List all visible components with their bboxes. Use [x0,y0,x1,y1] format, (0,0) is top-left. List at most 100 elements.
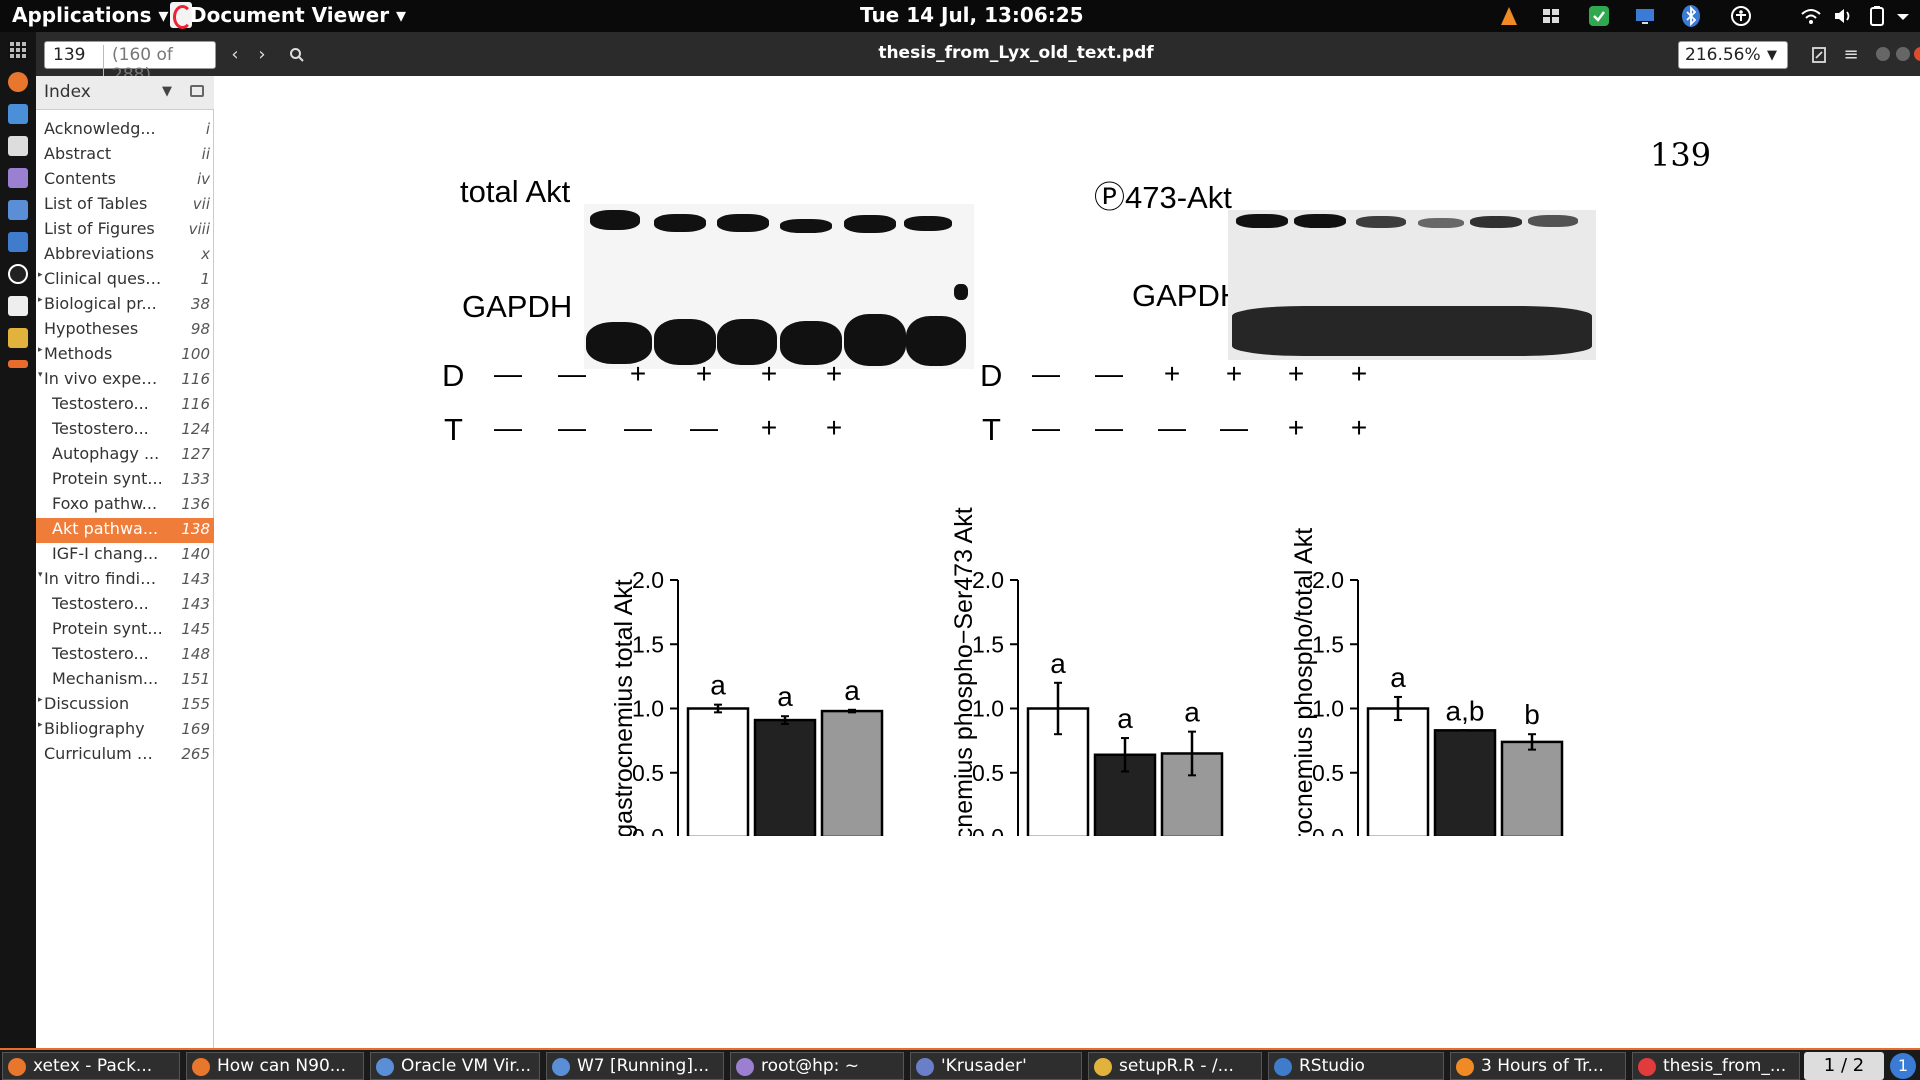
toc-item[interactable]: ▾ In vitro findings 143 [36,568,214,593]
zoom-select[interactable]: 216.56% ▼ [1678,41,1788,69]
toc-item[interactable]: Abstract ii [36,143,214,168]
toc-item-title: Autophagy ... [52,444,160,463]
toc-item[interactable]: ▸ Clinical quest... 1 [36,268,214,293]
hamburger-menu-button[interactable]: ≡ [1843,44,1859,65]
expander-icon[interactable]: ▾ [38,570,43,580]
dropbox-tray-icon[interactable] [1540,5,1562,27]
toc-item[interactable]: ▸ Discussion 155 [36,693,214,718]
toc-item[interactable]: Testostero... 148 [36,643,214,668]
workspace-switcher[interactable]: 1 / 2 [1804,1052,1884,1080]
toc-item-page: 127 [181,445,210,463]
calculator-icon[interactable] [8,232,28,252]
taskbar-button[interactable]: RStudio [1268,1052,1444,1080]
search-button[interactable] [284,41,310,69]
taskbar-button[interactable]: How can N90... [186,1052,364,1080]
taskbar-button[interactable]: W7 [Running]... [546,1052,724,1080]
toc-item-page: 145 [181,620,210,638]
right-d-signs: + [1225,358,1243,389]
maximize-button[interactable] [1896,47,1910,61]
toc-item[interactable]: IGF-I chang... 140 [36,543,214,568]
toc-item[interactable]: List of Tables vii [36,193,214,218]
toc-item[interactable]: Mechanism... 151 [36,668,214,693]
taskbar-button[interactable]: 'Krusader' [910,1052,1082,1080]
update-ok-icon[interactable] [1588,5,1610,27]
toc-item[interactable]: List of Figures viii [36,218,214,243]
virtualbox-icon[interactable] [8,200,28,220]
significance-label: a [1050,648,1066,679]
expander-icon[interactable]: ▸ [38,270,43,280]
settings-icon[interactable] [8,360,28,368]
sidebar: Index ▼ Acknowledg... i Abstract ii Contents… [36,76,214,1048]
annotate-button[interactable] [1806,41,1832,69]
toc-item[interactable]: Contents iv [36,168,214,193]
taskbar-button[interactable]: 3 Hours of Tr... [1450,1052,1626,1080]
gimp-icon[interactable] [8,328,28,348]
left-t-signs: — [690,412,718,443]
toc-item[interactable]: Hypotheses 98 [36,318,214,343]
toc-item[interactable]: Foxo pathw... 136 [36,493,214,518]
toc-item[interactable]: ▸ Methods 100 [36,343,214,368]
sidebar-header[interactable]: Index ▼ [36,76,214,110]
toc-item[interactable]: ▸ Biological pr... 38 [36,293,214,318]
toc-item[interactable]: Protein synt... 133 [36,468,214,493]
document-icon[interactable] [8,104,28,124]
taskbar-button[interactable]: xetex - Pack... [2,1052,180,1080]
taskbar-button[interactable]: Oracle VM Vir... [370,1052,540,1080]
firefox-icon[interactable] [8,72,28,92]
toc-item-title: List of Tables [44,194,148,213]
toc-item[interactable]: Autophagy ... 127 [36,443,214,468]
y-tick-label: 1.5 [1312,631,1344,657]
toc-item[interactable]: ▾ In vivo experi... 116 [36,368,214,393]
apps-grid-icon[interactable] [8,40,28,60]
clock[interactable]: Tue 14 Jul, 13:06:25 [860,3,1084,27]
lyx-icon[interactable] [8,296,28,316]
toc-item[interactable]: Protein synt... 145 [36,618,214,643]
taskbar-button[interactable]: setupR.R - /... [1088,1052,1262,1080]
app-menu[interactable]: Document Viewer ▾ [190,3,407,27]
expander-icon[interactable]: ▸ [38,345,43,355]
bluetooth-icon[interactable] [1680,5,1702,27]
page-number-input[interactable]: 139 (160 of 288) [44,41,216,85]
y-tick-label: 2.0 [1312,567,1344,593]
files-icon[interactable] [8,136,28,156]
system-menu-icon[interactable] [1892,5,1914,27]
notification-badge[interactable]: 1 [1890,1053,1916,1079]
previous-page-button[interactable]: ‹ [231,44,239,65]
display-tray-icon[interactable] [1634,5,1656,27]
applications-menu[interactable]: Applications ▾ [12,3,169,27]
toc-item[interactable]: Testostero... 124 [36,418,214,443]
record-icon[interactable] [8,264,28,284]
toc-item[interactable]: Testostero... 116 [36,393,214,418]
toc-item[interactable]: Acknowledg... i [36,118,214,143]
terminal-icon[interactable] [8,168,28,188]
wifi-icon[interactable] [1800,5,1822,27]
right-t-signs: — [1220,412,1248,443]
accessibility-icon[interactable] [1730,5,1752,27]
taskbar-button[interactable]: thesis_from_... [1632,1052,1800,1080]
expander-icon[interactable]: ▸ [38,295,43,305]
close-button[interactable] [1914,47,1920,61]
battery-icon[interactable] [1866,5,1888,27]
taskbar-button[interactable]: root@hp: ~ [730,1052,904,1080]
volume-icon[interactable] [1832,5,1854,27]
toc-item-page: 265 [181,745,210,763]
toc-item[interactable]: Curriculum vi... 265 [36,743,214,768]
task-app-icon [192,1058,210,1076]
toc-item[interactable]: Akt pathwa... 138 [36,518,214,543]
next-page-button[interactable]: › [258,44,266,65]
toc-item[interactable]: ▸ Bibliography 169 [36,718,214,743]
sidebar-toggle-icon[interactable] [190,85,204,97]
task-label: root@hp: ~ [761,1056,860,1076]
y-axis-label: gastrocnemius phospho/total Akt [1290,528,1318,836]
minimize-button[interactable] [1876,47,1890,61]
vlc-tray-icon[interactable] [1498,5,1520,27]
toc-item-title: Mechanism... [52,669,159,688]
toc-item[interactable]: Abbreviations x [36,243,214,268]
toc-item[interactable]: Testostero... 143 [36,593,214,618]
toc-item-title: Biological pr... [44,294,157,313]
toc-item-page: 1 [200,270,210,288]
expander-icon[interactable]: ▸ [38,695,43,705]
expander-icon[interactable]: ▸ [38,720,43,730]
expander-icon[interactable]: ▾ [38,370,43,380]
toc-item-page: ii [201,145,210,163]
